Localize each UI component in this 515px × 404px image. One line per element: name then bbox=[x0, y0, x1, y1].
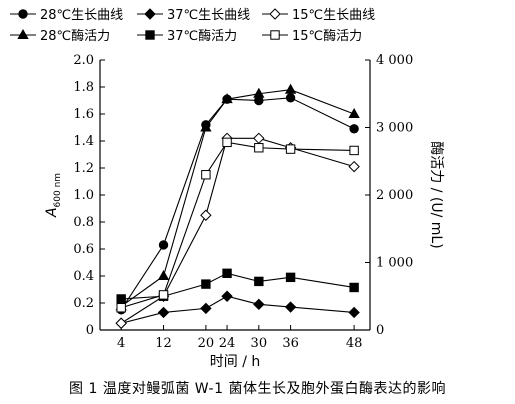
chart-svg: 0 0.2 0.4 0.6 0.8 1.0 1.2 1.4 1.6 1.8 2.0 0 1 000 2 0… bbox=[10, 8, 444, 370]
series-2-point bbox=[348, 306, 360, 319]
legend-marker bbox=[145, 30, 155, 40]
x-tick-label: 12 bbox=[155, 336, 172, 351]
x-tick-label: 30 bbox=[251, 336, 268, 351]
right-tick-label: 4 000 bbox=[376, 53, 413, 68]
series-6-point bbox=[349, 145, 359, 156]
left-axis-title: A600 nm bbox=[44, 173, 63, 218]
legend-label: 28℃酶活力 bbox=[40, 28, 110, 44]
legend-label: 15℃生长曲线 bbox=[292, 8, 375, 23]
series-4-point bbox=[348, 107, 360, 118]
series-5-point bbox=[116, 294, 126, 304]
right-tick-label: 2 000 bbox=[376, 188, 413, 203]
series-6-point bbox=[116, 303, 126, 313]
x-tick-label: 48 bbox=[346, 336, 363, 351]
series-5-point bbox=[349, 282, 359, 293]
series-line-4 bbox=[120, 89, 355, 307]
series-line-5 bbox=[121, 272, 355, 300]
series-3-point bbox=[348, 160, 360, 173]
left-tick-label: 1.2 bbox=[73, 161, 94, 176]
series-5-point bbox=[201, 279, 211, 289]
legend-marker bbox=[17, 28, 29, 39]
left-tick-label: 0.8 bbox=[73, 215, 94, 230]
series-6-point bbox=[222, 137, 232, 148]
left-tick-label: 1.0 bbox=[73, 188, 94, 203]
left-axis-title-sub: 600 nm bbox=[53, 173, 63, 208]
right-tick-label: 0 bbox=[376, 323, 384, 338]
legend-marker bbox=[269, 8, 281, 20]
series-3-point bbox=[115, 317, 127, 329]
series-1-point bbox=[285, 93, 296, 103]
left-axis-title-main: A bbox=[44, 207, 60, 218]
x-tick-label: 36 bbox=[282, 336, 299, 351]
series-4-point bbox=[253, 87, 265, 98]
series-2-point bbox=[200, 302, 212, 315]
left-tick-label: 0.6 bbox=[73, 242, 94, 257]
series-6-point bbox=[254, 143, 264, 153]
legend-label: 28℃生长曲线 bbox=[40, 8, 123, 23]
left-tick-label: 1.4 bbox=[73, 134, 94, 149]
series-1-point bbox=[349, 124, 359, 134]
right-tick-label: 3 000 bbox=[376, 121, 413, 136]
right-tick-label: 1 000 bbox=[376, 256, 413, 271]
series-2-point bbox=[253, 298, 265, 311]
series-line-6 bbox=[121, 141, 355, 309]
x-axis-title: 时间 / h bbox=[210, 354, 261, 370]
x-tick-label: 20 bbox=[198, 336, 215, 351]
series-3-point bbox=[253, 132, 265, 145]
series-line-2 bbox=[121, 295, 355, 324]
series-6-point bbox=[201, 170, 211, 180]
x-tick-label: 4 bbox=[117, 336, 125, 351]
legend-label: 15℃酶活力 bbox=[292, 28, 362, 44]
series-6-point bbox=[158, 290, 169, 300]
series-5-point bbox=[285, 272, 296, 283]
series-5-point bbox=[254, 276, 264, 287]
series-2-point bbox=[157, 306, 170, 319]
figure-caption: 图 1 温度对鳗弧菌 W-1 菌体生长及胞外蛋白酶表达的影响 bbox=[69, 381, 446, 397]
legend-marker bbox=[144, 8, 156, 20]
legend-label: 37℃生长曲线 bbox=[167, 8, 250, 23]
left-tick-label: 2.0 bbox=[73, 53, 94, 68]
legend-marker bbox=[18, 9, 28, 19]
series-6-point bbox=[285, 144, 296, 154]
series-line-1 bbox=[120, 97, 355, 311]
legend-label: 37℃酶活力 bbox=[167, 28, 237, 44]
left-tick-label: 0 bbox=[86, 323, 94, 338]
series-4-point bbox=[284, 83, 297, 94]
series-1-point bbox=[158, 240, 169, 250]
series-4-point bbox=[157, 269, 170, 280]
series-3-point bbox=[200, 209, 212, 221]
legend-marker bbox=[270, 30, 280, 40]
series-line-3 bbox=[120, 137, 355, 324]
series-2-point bbox=[284, 301, 297, 313]
left-tick-label: 0.4 bbox=[73, 269, 94, 284]
x-tick-label: 24 bbox=[219, 336, 236, 351]
series-4-point bbox=[200, 121, 212, 132]
left-tick-label: 1.8 bbox=[73, 80, 94, 95]
series-5-point bbox=[222, 268, 232, 279]
left-tick-label: 0.2 bbox=[73, 296, 94, 311]
right-axis-title: 酶活力 / (U/ mL) bbox=[428, 141, 444, 248]
series-2-point bbox=[221, 290, 233, 302]
series-4-point bbox=[221, 93, 233, 104]
left-tick-label: 1.6 bbox=[73, 107, 94, 122]
